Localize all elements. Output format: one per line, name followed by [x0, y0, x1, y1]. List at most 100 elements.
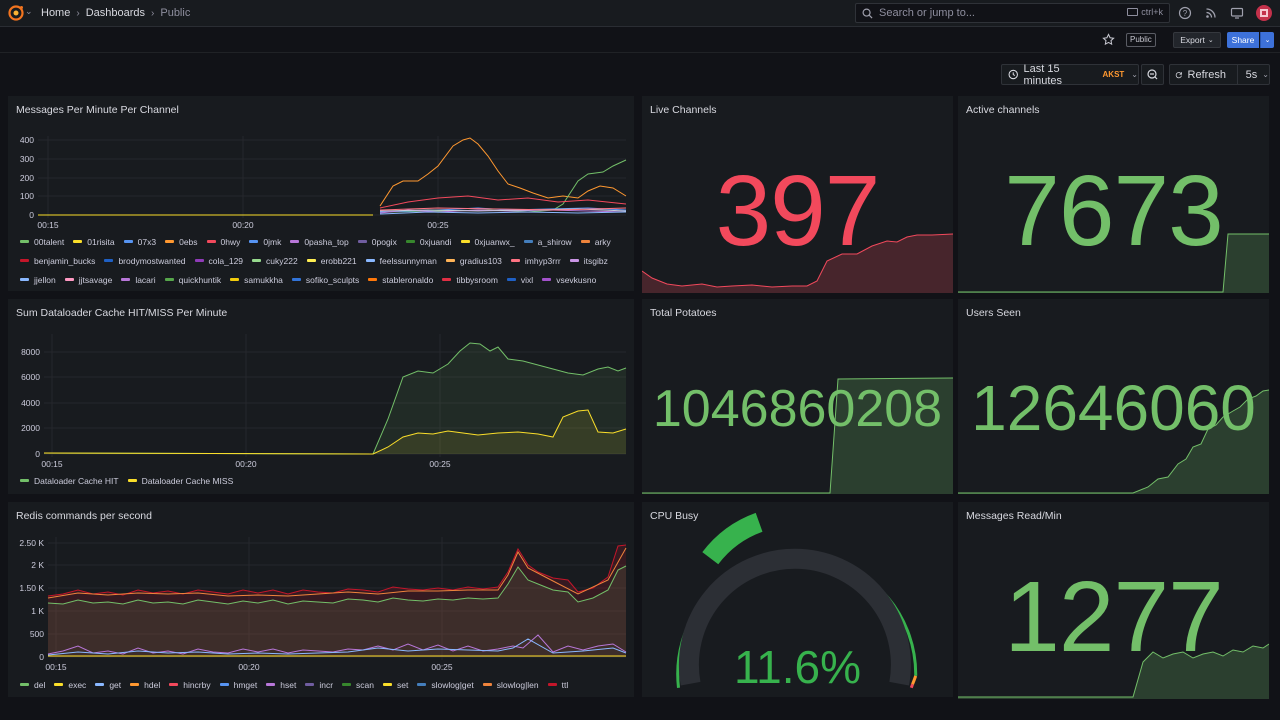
stat-value: 397: [715, 155, 881, 267]
legend-swatch: [368, 278, 378, 281]
top-nav-bar: ⌄ Home › Dashboards › Public Search or j…: [0, 0, 1280, 27]
legend-item[interactable]: imhyp3rrr: [510, 254, 561, 267]
legend-item[interactable]: feelssunnyman: [365, 254, 437, 267]
legend-item[interactable]: samukkha: [230, 273, 283, 286]
panel-messages-read[interactable]: Messages Read/Min 1277: [958, 502, 1269, 699]
legend-item[interactable]: stableronaldo: [368, 273, 433, 286]
legend-swatch: [73, 240, 83, 243]
legend-label: set: [397, 679, 409, 690]
messages-line-chart: 400 300 200 100 0 00:15 00:20 00:25: [20, 135, 627, 230]
panel-dataloader-cache[interactable]: Sum Dataloader Cache HIT/MISS Per Minute…: [8, 299, 634, 494]
panel-cpu-busy[interactable]: CPU Busy 11.6%: [642, 502, 953, 697]
legend-item[interactable]: cola_129: [194, 254, 244, 267]
legend-item[interactable]: hset: [266, 678, 296, 691]
legend-label: tibbysroom: [456, 274, 498, 285]
legend-label: sofiko_sculpts: [305, 274, 360, 285]
y-tick-label: 4000: [21, 398, 40, 408]
legend-item[interactable]: benjamin_bucks: [20, 254, 95, 267]
legend-item[interactable]: erobb221: [306, 254, 357, 267]
legend-item[interactable]: gradius103: [445, 254, 502, 267]
panel-live-channels[interactable]: Live Channels 397: [642, 96, 953, 293]
tv-icon[interactable]: [1230, 6, 1244, 20]
legend-item[interactable]: del: [20, 678, 45, 691]
share-dropdown-button[interactable]: ⌄: [1260, 32, 1274, 48]
legend-item[interactable]: vixl: [506, 273, 533, 286]
rss-icon[interactable]: [1204, 6, 1218, 20]
help-icon[interactable]: ?: [1178, 6, 1192, 20]
legend-item[interactable]: Dataloader Cache MISS: [127, 474, 233, 487]
series-area: [48, 566, 626, 657]
search-input[interactable]: Search or jump to... ctrl+k: [855, 3, 1170, 23]
legend-item[interactable]: 0pogix: [357, 235, 397, 248]
legend-item[interactable]: set: [383, 678, 408, 691]
time-range-picker[interactable]: Last 15 minutes AKST ⌄: [1001, 63, 1139, 87]
legend-item[interactable]: tibbysroom: [442, 273, 498, 286]
share-button[interactable]: Share: [1227, 32, 1259, 48]
legend-item[interactable]: exec: [54, 678, 86, 691]
legend-swatch: [506, 278, 516, 281]
legend-item[interactable]: 0ebs: [165, 235, 198, 248]
legend-label: hdel: [144, 679, 161, 690]
legend-label: feelssunnyman: [379, 255, 437, 266]
share-label: Share: [1231, 35, 1255, 45]
legend-item[interactable]: incr: [305, 678, 333, 691]
legend-item[interactable]: cuky222: [252, 254, 298, 267]
star-icon[interactable]: [1102, 33, 1115, 46]
legend-item[interactable]: 0jmk: [249, 235, 281, 248]
legend-item[interactable]: slowlog|get: [417, 678, 474, 691]
legend-item[interactable]: quickhuntik: [164, 273, 221, 286]
panel-active-channels[interactable]: Active channels 7673: [958, 96, 1269, 293]
legend-item[interactable]: jjellon: [20, 273, 56, 286]
legend-swatch: [123, 240, 133, 243]
legend-item[interactable]: lacari: [121, 273, 156, 286]
legend-item[interactable]: scan: [342, 678, 374, 691]
legend-item[interactable]: 0pasha_top: [290, 235, 349, 248]
legend-item[interactable]: slowlog|len: [482, 678, 539, 691]
legend-item[interactable]: 07x3: [123, 235, 156, 248]
panel-messages-per-minute[interactable]: Messages Per Minute Per Channel 400 300 …: [8, 96, 634, 291]
legend-label: 0ebs: [179, 236, 198, 247]
breadcrumb-dashboards[interactable]: Dashboards: [85, 7, 146, 19]
series-line: [43, 409, 627, 455]
panel-users-seen[interactable]: Users Seen 12646060: [958, 299, 1269, 494]
legend-item[interactable]: get: [95, 678, 121, 691]
legend-item[interactable]: hincrby: [169, 678, 211, 691]
legend-item[interactable]: brodymostwanted: [104, 254, 186, 267]
legend-item[interactable]: 0hwy: [206, 235, 240, 248]
zoom-out-button[interactable]: [1141, 64, 1164, 85]
series-line: [379, 159, 627, 213]
legend-label: hincrby: [183, 679, 211, 690]
legend-swatch: [445, 259, 455, 262]
legend-label: 00talent: [34, 236, 65, 247]
panel-total-potatoes[interactable]: Total Potatoes 1046860208: [642, 299, 953, 494]
legend-item[interactable]: ttl: [547, 678, 568, 691]
legend-item[interactable]: a_shirow: [523, 235, 572, 248]
legend-item[interactable]: arky: [580, 235, 611, 248]
refresh-picker[interactable]: Refresh 5s ⌄: [1169, 64, 1270, 85]
legend-item[interactable]: itsgibz: [569, 254, 608, 267]
legend-label: cola_129: [208, 255, 244, 266]
y-tick-label: 2000: [21, 423, 40, 433]
sparkline: [958, 643, 1269, 699]
panel-title: Active channels: [966, 104, 1040, 116]
legend-item[interactable]: jjtsavage: [64, 273, 112, 286]
legend-item[interactable]: 00talent: [20, 235, 64, 248]
grafana-logo-icon[interactable]: [8, 5, 24, 21]
legend-item[interactable]: hdel: [130, 678, 160, 691]
legend-item[interactable]: 01risita: [73, 235, 115, 248]
refresh-label[interactable]: Refresh: [1187, 68, 1227, 81]
legend-item[interactable]: 0xjuandi: [405, 235, 452, 248]
legend-item[interactable]: hmget: [219, 678, 257, 691]
legend-item[interactable]: vsevkusno: [542, 273, 596, 286]
series-line: [379, 195, 627, 209]
user-avatar[interactable]: [1256, 5, 1272, 21]
refresh-interval[interactable]: 5s: [1245, 68, 1258, 81]
legend-item[interactable]: sofiko_sculpts: [291, 273, 360, 286]
chevron-down-icon[interactable]: ⌄: [25, 6, 33, 16]
legend-item[interactable]: Dataloader Cache HIT: [20, 474, 119, 487]
y-tick-label: 300: [20, 154, 34, 164]
legend-item[interactable]: 0xjuanwx_: [460, 235, 515, 248]
breadcrumb-home[interactable]: Home: [41, 7, 71, 19]
export-button[interactable]: Export ⌄: [1173, 32, 1221, 48]
panel-redis-commands[interactable]: Redis commands per second 2.50 K 2 K 1.5…: [8, 502, 634, 697]
